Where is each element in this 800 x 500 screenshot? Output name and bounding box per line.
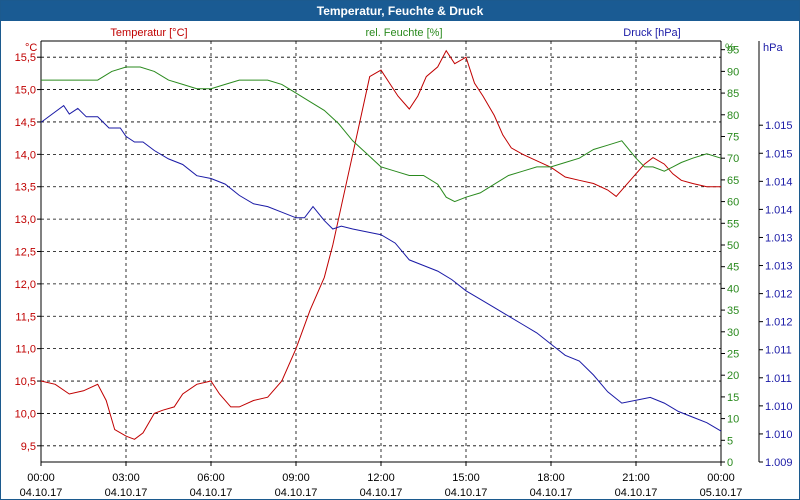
pressure-tick-label: 1.010 bbox=[765, 401, 793, 413]
x-tick-date: 04.10.17 bbox=[105, 487, 148, 499]
humidity-tick-label: 65 bbox=[727, 175, 739, 187]
humidity-tick-label: 15 bbox=[727, 392, 739, 404]
x-tick-date: 04.10.17 bbox=[360, 487, 403, 499]
humidity-tick-label: 75 bbox=[727, 131, 739, 143]
pressure-tick-label: 1.009 bbox=[765, 457, 793, 469]
humidity-tick-label: 50 bbox=[727, 240, 739, 252]
x-tick-time: 03:00 bbox=[112, 472, 140, 484]
legend-pressure: Druck [hPa] bbox=[623, 27, 680, 39]
x-tick-time: 00:00 bbox=[707, 472, 735, 484]
pressure-tick-label: 1.012 bbox=[765, 317, 793, 329]
x-tick-date: 05.10.17 bbox=[700, 487, 743, 499]
humidity-tick-label: 20 bbox=[727, 370, 739, 382]
pressure-tick-label: 1.012 bbox=[765, 289, 793, 301]
temperature-tick-label: 15,5 bbox=[15, 52, 36, 64]
temperature-tick-label: 13,5 bbox=[15, 182, 36, 194]
pressure-tick-label: 1.014 bbox=[765, 204, 793, 216]
pressure-tick-label: 1.014 bbox=[765, 176, 793, 188]
x-tick-date: 04.10.17 bbox=[190, 487, 233, 499]
humidity-tick-label: 55 bbox=[727, 218, 739, 230]
legend-temperature: Temperatur [°C] bbox=[110, 27, 187, 39]
temperature-tick-label: 13,0 bbox=[15, 214, 36, 226]
x-tick-time: 12:00 bbox=[367, 472, 395, 484]
chart-title: Temperatur, Feuchte & Druck bbox=[1, 1, 799, 21]
pressure-tick-label: 1.015 bbox=[765, 120, 793, 132]
temperature-tick-label: 14,0 bbox=[15, 149, 36, 161]
grid bbox=[41, 41, 721, 462]
humidity-tick-label: 10 bbox=[727, 414, 739, 426]
x-tick-time: 18:00 bbox=[537, 472, 565, 484]
humidity-tick-label: 35 bbox=[727, 305, 739, 317]
humidity-tick-label: 85 bbox=[727, 88, 739, 100]
pressure-tick-label: 1.013 bbox=[765, 232, 793, 244]
pressure-tick-label: 1.013 bbox=[765, 261, 793, 273]
x-tick-date: 04.10.17 bbox=[20, 487, 63, 499]
x-tick-date: 04.10.17 bbox=[445, 487, 488, 499]
temperature-unit-label: °C bbox=[25, 42, 37, 54]
temperature-tick-label: 12,5 bbox=[15, 247, 36, 259]
x-tick-date: 04.10.17 bbox=[615, 487, 658, 499]
series-layer bbox=[40, 49, 722, 440]
temperature-tick-label: 11,5 bbox=[15, 311, 36, 323]
humidity-tick-label: 60 bbox=[727, 197, 739, 209]
pressure-tick-label: 1.011 bbox=[765, 345, 792, 357]
temperature-tick-label: 14,5 bbox=[15, 117, 36, 129]
pressure-tick-label: 1.010 bbox=[765, 429, 793, 441]
pressure-tick-label: 1.015 bbox=[765, 148, 793, 160]
x-tick-date: 04.10.17 bbox=[275, 487, 318, 499]
temperature-tick-label: 11,0 bbox=[15, 344, 36, 356]
x-tick-time: 09:00 bbox=[282, 472, 310, 484]
axis-ticks: 00:00 04.10.17 03:00 04.10.17 06:00 04.10.17 0… bbox=[15, 45, 793, 499]
humidity-tick-label: 40 bbox=[727, 283, 739, 295]
x-tick-time: 21:00 bbox=[622, 472, 650, 484]
humidity-tick-label: 30 bbox=[727, 327, 739, 339]
humidity-tick-label: 70 bbox=[727, 153, 739, 165]
humidity-tick-label: 90 bbox=[727, 66, 739, 78]
humidity-tick-label: 25 bbox=[727, 348, 739, 360]
x-tick-time: 00:00 bbox=[27, 472, 55, 484]
humidity-tick-label: 80 bbox=[727, 110, 739, 122]
temperature-series-line bbox=[40, 49, 721, 440]
temperature-tick-label: 12,0 bbox=[15, 279, 36, 291]
humidity-tick-label: 5 bbox=[727, 435, 733, 447]
x-tick-date: 04.10.17 bbox=[530, 487, 573, 499]
temperature-tick-label: 9,5 bbox=[21, 441, 36, 453]
humidity-series-line bbox=[41, 66, 722, 203]
humidity-tick-label: 0 bbox=[727, 457, 733, 469]
humidity-tick-label: 45 bbox=[727, 262, 739, 274]
pressure-tick-label: 1.011 bbox=[765, 373, 792, 385]
humidity-tick-label: 95 bbox=[727, 45, 739, 57]
temperature-tick-label: 10,5 bbox=[15, 376, 36, 388]
pressure-unit-label: hPa bbox=[763, 42, 783, 54]
temperature-tick-label: 15,0 bbox=[15, 85, 36, 97]
temperature-tick-label: 10,0 bbox=[15, 408, 36, 420]
x-tick-time: 06:00 bbox=[197, 472, 225, 484]
pressure-series-line bbox=[40, 104, 722, 432]
legend-humidity: rel. Feuchte [%] bbox=[365, 27, 442, 39]
humidity-unit-label: % bbox=[725, 42, 735, 54]
x-tick-time: 15:00 bbox=[452, 472, 480, 484]
